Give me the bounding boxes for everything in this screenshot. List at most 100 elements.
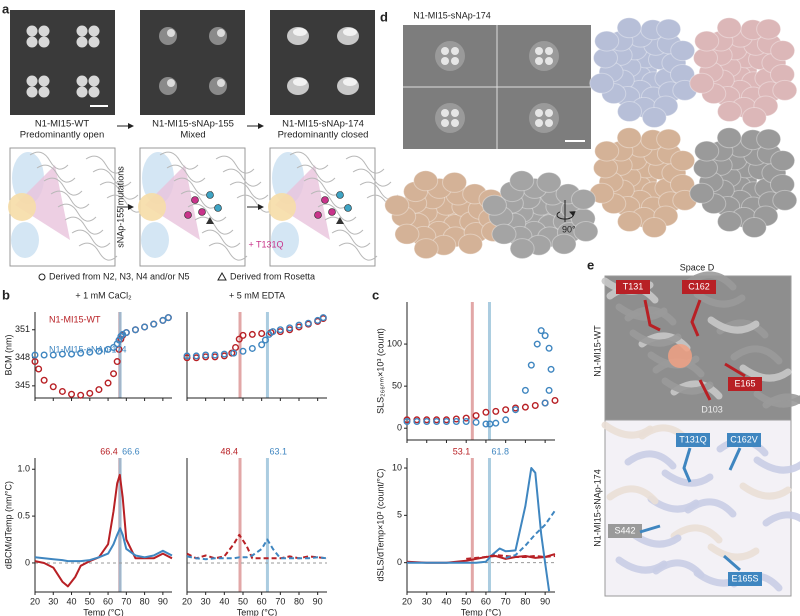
particle — [435, 103, 465, 133]
particle — [451, 119, 459, 127]
data-point — [286, 324, 294, 332]
ribbon — [730, 345, 783, 365]
data-point — [319, 314, 327, 322]
data-point — [104, 379, 112, 387]
y-tick-label: 50 — [392, 381, 402, 391]
threshold-label: 66.4 — [100, 446, 118, 456]
density — [716, 127, 742, 149]
ribbon — [661, 377, 714, 395]
chart: 48.4 63.1 20 30 40 50 60 70 80 90 Temp (°C) — [182, 446, 328, 616]
class-state: Mixed — [180, 130, 205, 141]
x-tick-label: 60 — [103, 596, 113, 606]
mutation-site — [214, 204, 222, 212]
ribbon — [92, 168, 132, 187]
particle — [441, 47, 449, 55]
particle — [217, 79, 225, 87]
data-point — [230, 349, 238, 357]
threshold-label: 53.1 — [453, 446, 471, 456]
y-tick-label: 0 — [25, 557, 30, 567]
data-line — [466, 554, 556, 560]
x-tick-label: 90 — [313, 596, 323, 606]
ribbon — [762, 511, 800, 527]
x-tick-label: 50 — [461, 596, 471, 606]
data-point — [512, 406, 520, 414]
particle — [167, 79, 175, 87]
particle — [167, 29, 175, 37]
ribbon — [159, 151, 199, 170]
data-point — [531, 402, 539, 410]
y-tick-label: 1.0 — [17, 464, 30, 474]
y-tick-label: 0 — [397, 423, 402, 433]
micrograph — [140, 10, 245, 115]
particle — [88, 36, 100, 48]
ribbon — [57, 203, 97, 222]
density — [413, 238, 439, 260]
data-point — [261, 336, 269, 344]
data-point — [110, 344, 118, 352]
data-point — [537, 327, 545, 335]
data-point — [482, 420, 490, 428]
mutation-site — [328, 208, 336, 216]
residue-box — [728, 572, 762, 586]
ribbon — [50, 190, 90, 209]
density — [689, 182, 715, 204]
ribbon — [684, 498, 737, 518]
data-point — [492, 419, 500, 427]
x-tick-label: 20 — [182, 596, 192, 606]
data-point — [40, 351, 48, 359]
ribbon — [317, 203, 357, 222]
particle — [343, 78, 357, 86]
density — [617, 101, 643, 123]
mutation-site — [344, 204, 352, 212]
particle — [88, 86, 100, 98]
density — [756, 18, 782, 40]
data-point — [521, 386, 529, 394]
residue-label: E165S — [731, 573, 758, 583]
mutation-site — [198, 208, 206, 216]
data-point — [35, 365, 43, 373]
y-axis-label: BCM (nm) — [3, 335, 13, 376]
ion — [668, 344, 692, 368]
x-tick-label: 30 — [201, 596, 211, 606]
data-point — [545, 344, 553, 352]
particle — [451, 109, 459, 117]
density — [509, 170, 535, 192]
particle — [451, 47, 459, 55]
data-point — [472, 418, 480, 426]
x-tick-label: 50 — [238, 596, 248, 606]
data-point — [269, 328, 277, 336]
particle — [88, 25, 100, 37]
ribbon — [187, 203, 227, 222]
y-tick-label: 348 — [15, 352, 30, 362]
legend-text: Derived from Rosetta — [230, 271, 315, 281]
ribbon — [324, 216, 364, 235]
data-point — [413, 417, 421, 425]
residue-box — [728, 377, 762, 391]
density — [457, 233, 483, 255]
particle — [209, 27, 227, 45]
structure-models — [8, 147, 406, 267]
data-point — [192, 352, 200, 360]
mutation-site — [206, 217, 214, 224]
threshold-label: 48.4 — [220, 446, 238, 456]
x-axis-label: Temp (°C) — [237, 607, 278, 616]
ribbon — [331, 229, 371, 248]
ribbon — [753, 456, 800, 474]
mutation-site — [191, 196, 199, 204]
legend-symbol — [217, 271, 227, 281]
class-name: N1-MI15-sNAp-155 — [152, 119, 234, 130]
particle — [435, 41, 465, 71]
ribbon — [338, 242, 378, 261]
y-tick-label: 351 — [15, 324, 30, 334]
data-point — [442, 417, 450, 425]
x-tick-label: 50 — [85, 596, 95, 606]
ribbon — [229, 181, 269, 200]
particle — [293, 28, 307, 36]
data-point — [122, 329, 130, 337]
chart: + 5 mM EDTA — [183, 290, 327, 401]
threshold-label: 63.1 — [269, 446, 287, 456]
data-point — [551, 396, 559, 404]
domain — [275, 165, 330, 240]
density — [481, 194, 507, 216]
particle — [217, 29, 225, 37]
